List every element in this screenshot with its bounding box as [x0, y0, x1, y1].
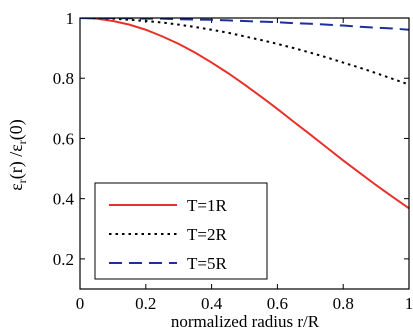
- x-axis-label: normalized radius r/R: [171, 312, 320, 330]
- x-tick-label: 0.4: [201, 294, 223, 313]
- x-tick-label: 1: [405, 294, 413, 313]
- legend-box: [94, 182, 268, 280]
- series-line-t-2r: [80, 18, 409, 86]
- legend-label: T=1R: [187, 196, 227, 215]
- legend-label: T=2R: [187, 225, 227, 244]
- y-tick-label: 0.6: [53, 129, 74, 148]
- x-tick-label: 0.6: [267, 294, 288, 313]
- y-tick-label: 1: [66, 9, 75, 28]
- x-tick-label: 0.2: [135, 294, 156, 313]
- y-tick-label: 0.4: [53, 190, 75, 209]
- plot-frame: [79, 17, 410, 290]
- y-tick-label: 0.2: [53, 250, 74, 269]
- x-tick-label: 0: [76, 294, 85, 313]
- legend-label: T=5R: [187, 254, 227, 273]
- y-tick-label: 0.8: [53, 69, 74, 88]
- y-axis-label: εr(r) /εr(0): [6, 119, 29, 191]
- series-line-t-1r: [80, 18, 409, 210]
- series-line-t-5r: [80, 18, 409, 31]
- x-tick-label: 0.8: [333, 294, 354, 313]
